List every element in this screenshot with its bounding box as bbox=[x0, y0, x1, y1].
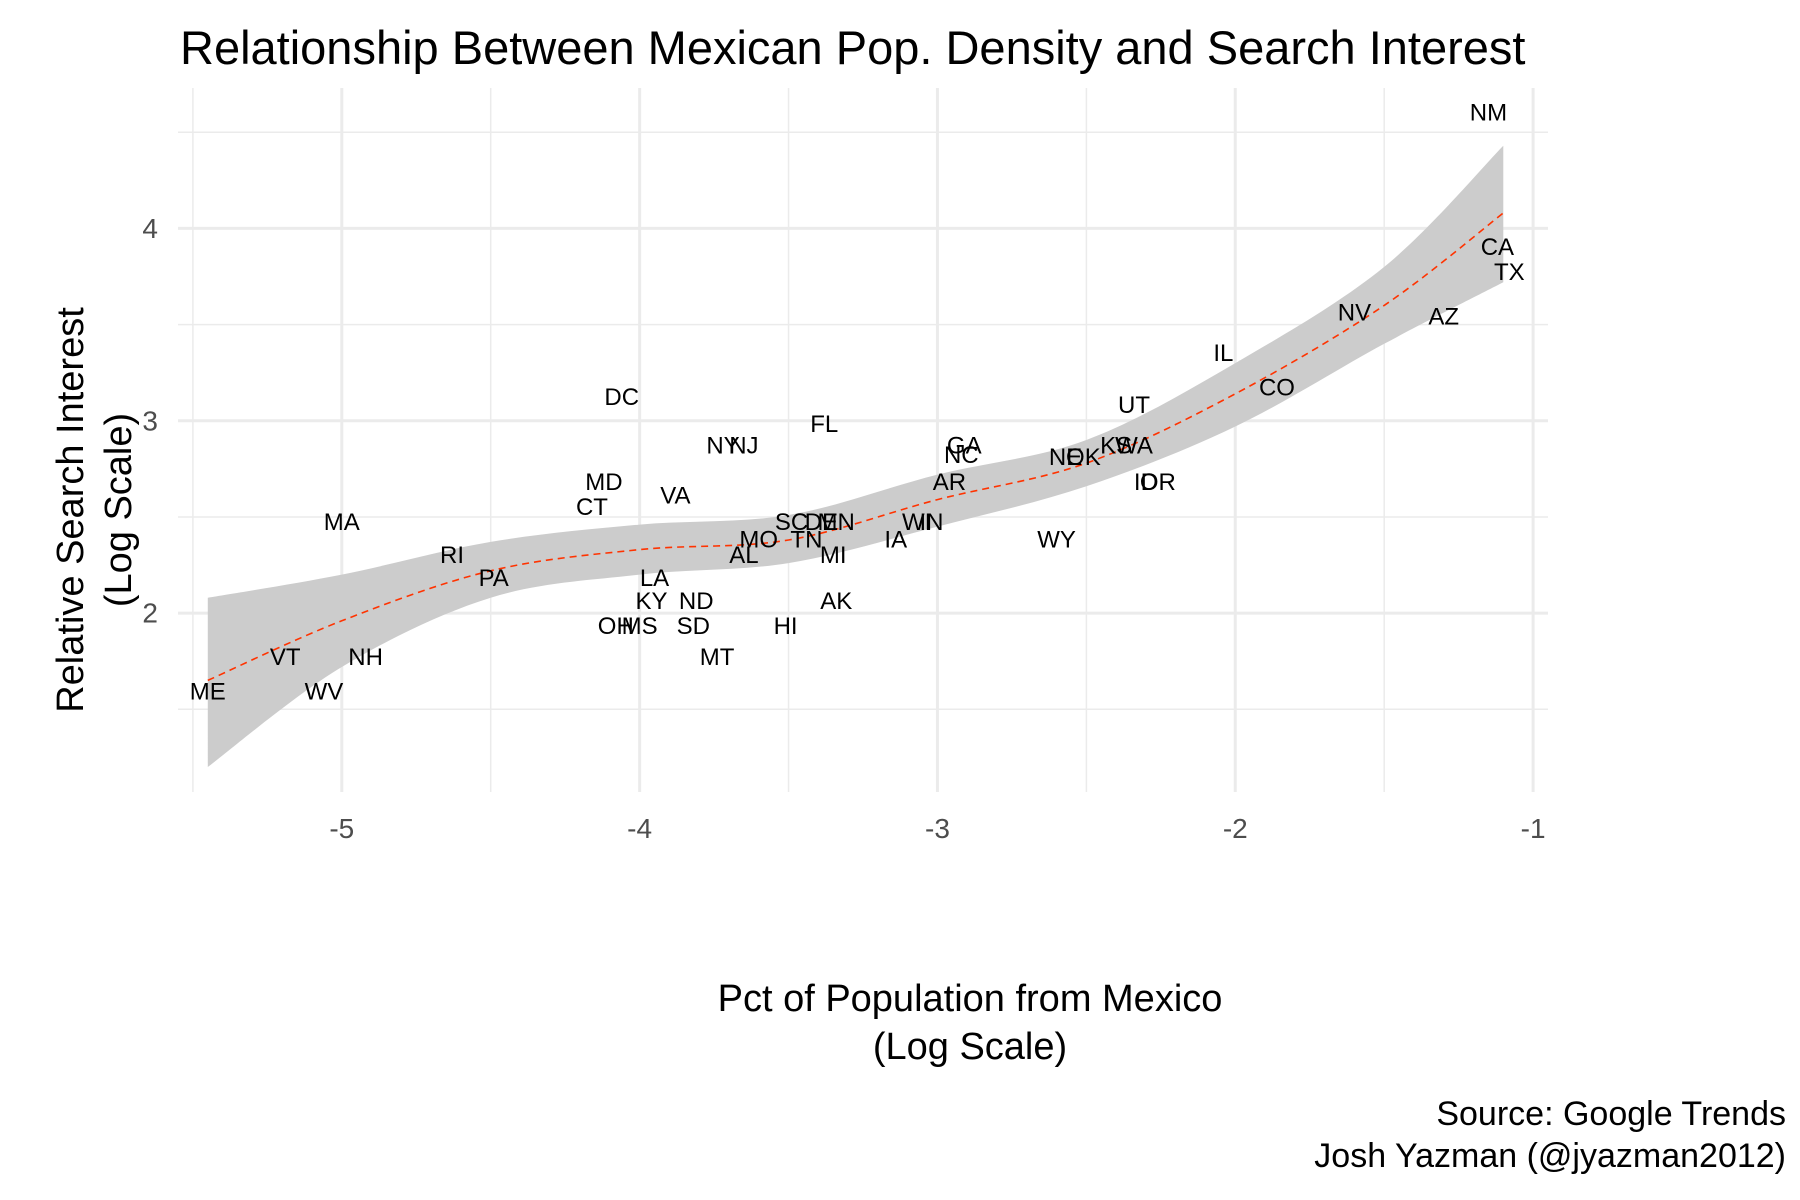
trend-line-layer bbox=[207, 212, 1504, 682]
state-point-label: MO bbox=[739, 527, 778, 554]
state-point-label: IL bbox=[1213, 340, 1233, 367]
state-point-label: AL bbox=[729, 542, 758, 569]
x-axis-label: Pct of Population from Mexico (Log Scale… bbox=[670, 975, 1270, 1071]
state-point-label: MI bbox=[820, 542, 847, 569]
state-point-label: SC bbox=[775, 509, 808, 536]
state-point-label: VA bbox=[660, 482, 690, 509]
state-point-label: GA bbox=[947, 432, 982, 459]
state-point-label: NC bbox=[944, 442, 979, 469]
state-point-label: AR bbox=[933, 469, 966, 496]
x-tick-label: -3 bbox=[925, 813, 950, 844]
state-point-label: MT bbox=[700, 644, 735, 671]
grid-lines bbox=[178, 88, 1548, 792]
state-point-label: CO bbox=[1259, 375, 1295, 402]
state-point-label: DC bbox=[604, 384, 639, 411]
state-point-label: NV bbox=[1338, 300, 1371, 327]
trend-line bbox=[207, 212, 1504, 682]
state-point-label: OK bbox=[1066, 444, 1101, 471]
state-point-label: ND bbox=[679, 588, 714, 615]
x-tick-label: -2 bbox=[1223, 813, 1248, 844]
y-axis-label-line1: Relative Search Interest bbox=[50, 307, 92, 713]
state-point-label: KY bbox=[636, 588, 668, 615]
state-point-label: WA bbox=[1115, 432, 1153, 459]
state-point-label: MD bbox=[585, 469, 622, 496]
state-point-label: WV bbox=[305, 678, 344, 705]
state-point-label: LA bbox=[640, 565, 669, 592]
state-point-label: ID bbox=[1134, 469, 1158, 496]
chart-title: Relationship Between Mexican Pop. Densit… bbox=[180, 21, 1526, 74]
state-point-label: IN bbox=[920, 509, 944, 536]
x-axis-ticks: -5 -4 -3 -2 -1 bbox=[329, 813, 1545, 844]
x-tick-label: -5 bbox=[329, 813, 354, 844]
state-point-label: MA bbox=[324, 509, 360, 536]
state-point-label: SD bbox=[677, 613, 710, 640]
state-point-label: MS bbox=[622, 613, 658, 640]
confidence-band-layer bbox=[207, 145, 1504, 767]
caption: Source: Google Trends Josh Yazman (@jyaz… bbox=[1314, 1093, 1786, 1177]
caption-author: Josh Yazman (@jyazman2012) bbox=[1314, 1137, 1786, 1175]
caption-source: Source: Google Trends bbox=[1436, 1095, 1786, 1133]
state-point-label: ME bbox=[190, 678, 226, 705]
state-point-label: NM bbox=[1470, 100, 1507, 127]
state-point-label: KS bbox=[1100, 432, 1132, 459]
y-tick-label: 3 bbox=[142, 405, 158, 436]
x-axis-label-line1: Pct of Population from Mexico bbox=[717, 978, 1223, 1020]
state-point-label: RI bbox=[440, 542, 464, 569]
state-point-label: CA bbox=[1481, 234, 1514, 261]
confidence-band bbox=[207, 145, 1504, 767]
y-axis-label: Relative Search Interest (Log Scale) bbox=[47, 210, 143, 810]
state-point-label: HI bbox=[774, 613, 798, 640]
state-point-label: FL bbox=[810, 411, 838, 438]
state-point-label: NY bbox=[706, 432, 739, 459]
y-axis-label-line2: (Log Scale) bbox=[98, 412, 140, 608]
x-axis-label-line2: (Log Scale) bbox=[872, 1026, 1068, 1068]
state-point-label: NJ bbox=[729, 432, 758, 459]
x-tick-label: -4 bbox=[627, 813, 652, 844]
x-tick-label: -1 bbox=[1521, 813, 1546, 844]
state-point-label: OR bbox=[1140, 469, 1176, 496]
state-point-label: TX bbox=[1494, 259, 1525, 286]
state-point-label: MN bbox=[818, 509, 855, 536]
state-point-label: CT bbox=[576, 494, 608, 521]
state-point-label: NH bbox=[348, 644, 383, 671]
state-point-label: PA bbox=[479, 565, 509, 592]
state-point-label: AZ bbox=[1428, 303, 1459, 330]
state-point-label: NE bbox=[1049, 444, 1082, 471]
state-point-label: DE bbox=[805, 509, 838, 536]
state-point-label: WY bbox=[1037, 527, 1076, 554]
state-point-label: UT bbox=[1118, 392, 1150, 419]
y-tick-label: 2 bbox=[142, 598, 158, 629]
y-tick-label: 4 bbox=[142, 213, 158, 244]
state-point-label: VT bbox=[270, 644, 301, 671]
y-axis-ticks: 2 3 4 bbox=[142, 213, 158, 629]
state-point-label: IA bbox=[884, 527, 907, 554]
state-point-label: WI bbox=[902, 509, 931, 536]
state-point-label: TN bbox=[790, 527, 822, 554]
state-point-label: AK bbox=[820, 588, 852, 615]
state-point-label: OH bbox=[598, 613, 634, 640]
